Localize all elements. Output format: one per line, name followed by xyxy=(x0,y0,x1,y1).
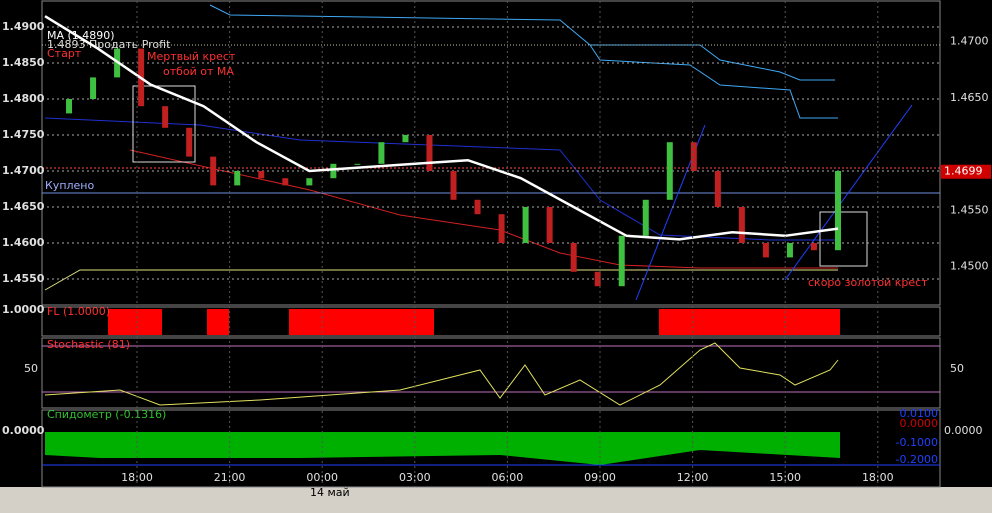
candle xyxy=(498,214,505,244)
candle xyxy=(426,135,433,172)
candle xyxy=(522,207,529,244)
stoch-tick: 50 xyxy=(950,362,964,375)
stochastic-line xyxy=(44,342,839,406)
y-tick-label: 1.4650 xyxy=(2,200,45,213)
x-tick-label: 06:00 xyxy=(492,471,524,484)
bought-label: Куплено xyxy=(45,179,95,192)
order-label: 1.4893 Продать Profit xyxy=(47,38,171,51)
candle xyxy=(570,243,577,272)
candle xyxy=(234,171,241,186)
y-tick-label: 1.4750 xyxy=(2,128,45,141)
channel-line xyxy=(44,117,838,241)
candle xyxy=(378,142,385,164)
price-marker-label: 1.4699 xyxy=(944,165,983,178)
candle xyxy=(474,199,481,215)
fl-label: FL (1.0000) xyxy=(47,305,110,318)
highlight-box xyxy=(819,211,868,267)
y-tick-label: 1.4600 xyxy=(2,236,45,249)
y2-tick-label: 1.4550 xyxy=(950,203,989,216)
candle xyxy=(618,235,625,287)
candle xyxy=(66,99,73,114)
y2-tick-label: 1.4500 xyxy=(950,260,989,273)
cloud-bottom xyxy=(589,44,838,119)
annotation: отбой от MA xyxy=(163,65,234,78)
candle xyxy=(450,171,457,200)
candle xyxy=(786,243,793,258)
speed-level-label: 0.0000 xyxy=(900,417,939,430)
start-label: Старт xyxy=(47,47,82,60)
candle xyxy=(738,207,745,244)
time-bar xyxy=(0,487,992,513)
candle xyxy=(186,127,193,157)
speed-level-label: -0.2000 xyxy=(896,453,938,466)
y-tick-label: 1.4700 xyxy=(2,164,45,177)
candle xyxy=(258,171,265,179)
x-tick-label: 09:00 xyxy=(584,471,616,484)
speed-tick: 0.0000 xyxy=(2,424,45,437)
price-marker-box xyxy=(941,164,991,179)
candle xyxy=(714,171,721,208)
x-tick-label: 18:00 xyxy=(121,471,153,484)
speed-level-label: 0.0100 xyxy=(900,407,939,420)
speedometer-area xyxy=(45,432,840,465)
candle xyxy=(690,142,697,172)
panel-frames xyxy=(41,0,941,488)
ma-label: MA (1.4890) xyxy=(47,29,115,42)
candle xyxy=(810,243,817,251)
ma-line xyxy=(44,15,839,241)
candle xyxy=(162,106,169,128)
highlight-box xyxy=(132,85,196,163)
candle xyxy=(546,207,553,244)
x-tick-label: 03:00 xyxy=(399,471,431,484)
speed-level-label: -0.1000 xyxy=(896,436,938,449)
x-tick-label: 15:00 xyxy=(769,471,801,484)
candle xyxy=(330,163,337,179)
fl-blocks xyxy=(108,309,840,335)
stoch-label: Stochastic (81) xyxy=(47,338,130,351)
candle xyxy=(282,178,289,186)
annotation: Мертвый крест xyxy=(147,50,236,63)
candle xyxy=(666,142,673,200)
annotation: скоро золотой крест xyxy=(808,276,928,289)
fl-tick: 1.0000 xyxy=(2,303,45,316)
speed-label: Спидометр (-0.1316) xyxy=(47,408,166,421)
y2-tick-label: 1.4700 xyxy=(950,35,989,48)
y-tick-label: 1.4850 xyxy=(2,56,45,69)
candle xyxy=(210,156,217,186)
candle xyxy=(642,199,649,236)
candle xyxy=(402,135,409,143)
candle xyxy=(90,77,97,100)
y-tick-label: 1.4800 xyxy=(2,92,45,105)
support-line xyxy=(44,269,838,291)
x-tick-label: 12:00 xyxy=(677,471,709,484)
y-tick-label: 1.4550 xyxy=(2,272,45,285)
speed-tick: 0.0000 xyxy=(944,424,983,437)
y-tick-label: 1.4900 xyxy=(2,20,45,33)
date-label: 14 май xyxy=(310,486,350,499)
stoch-tick: 50 xyxy=(24,362,38,375)
candle xyxy=(594,271,601,287)
x-tick-label: 21:00 xyxy=(214,471,246,484)
candle xyxy=(762,243,769,258)
candle xyxy=(306,178,313,186)
candle xyxy=(354,163,361,165)
y2-tick-label: 1.4650 xyxy=(950,91,989,104)
x-tick-label: 18:00 xyxy=(862,471,894,484)
candle xyxy=(835,171,841,251)
x-tick-label: 00:00 xyxy=(306,471,338,484)
